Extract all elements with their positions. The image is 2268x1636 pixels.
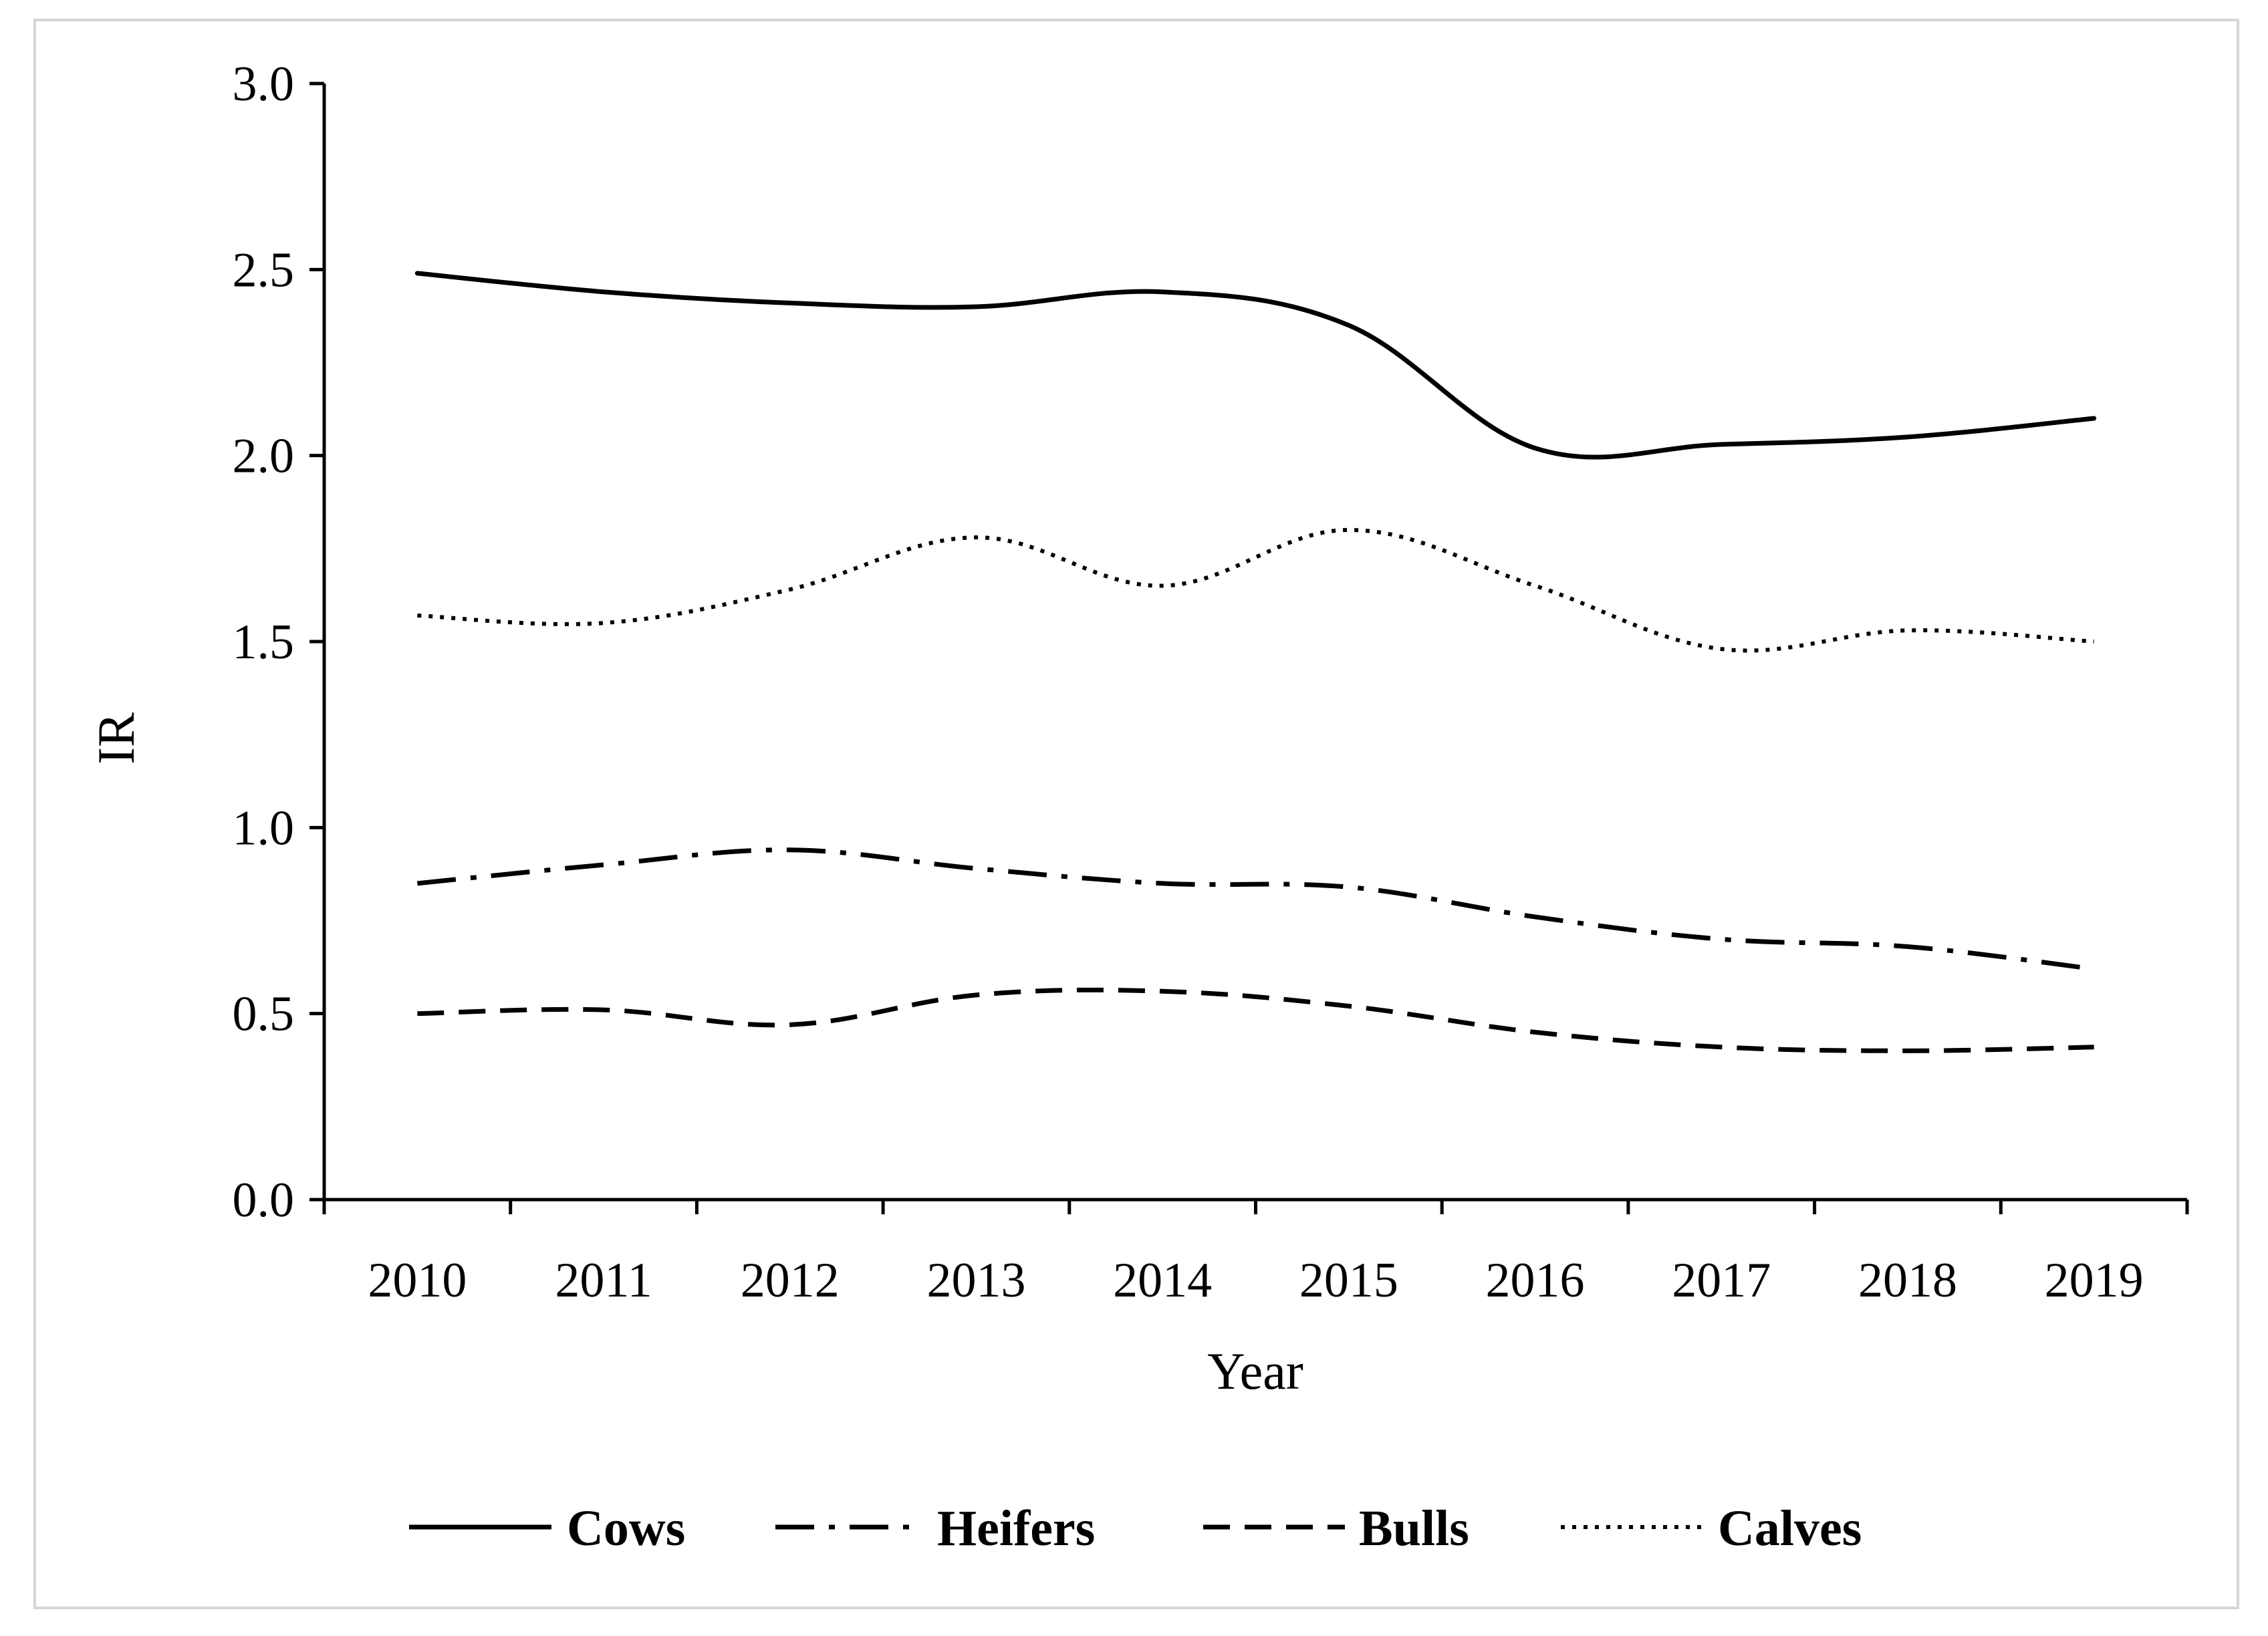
y-tick-label: 2.5 xyxy=(233,243,295,297)
legend-label-cows: Cows xyxy=(567,1500,685,1556)
series-line-cows xyxy=(414,271,2097,460)
y-tick-label: 2.0 xyxy=(233,429,295,484)
x-tick-label: 2016 xyxy=(1486,1253,1585,1308)
chart-frame xyxy=(33,19,2239,1609)
y-tick-label: 1.0 xyxy=(233,801,295,855)
plot-area: 0.00.51.01.52.02.53.0 2010 2011 2012 2013 20… xyxy=(233,57,2189,1308)
legend-label-calves: Calves xyxy=(1718,1500,1862,1556)
x-tick-label: 2013 xyxy=(926,1253,1025,1308)
y-axis-title: IR xyxy=(87,712,145,765)
series-lines xyxy=(414,271,2097,1053)
x-tick-label: 2010 xyxy=(368,1253,467,1308)
y-tick-label: 1.5 xyxy=(233,615,295,670)
x-tick-label: 2019 xyxy=(2045,1253,2144,1308)
y-tick-label: 0.0 xyxy=(233,1173,295,1228)
x-tick-label: 2017 xyxy=(1672,1253,1771,1308)
x-ticks: 2010 2011 2012 2013 2014 2015 2016 2017 2018 2019 xyxy=(322,1200,2189,1308)
x-tick-label: 2015 xyxy=(1299,1253,1398,1308)
series-line-calves xyxy=(417,528,2094,653)
series-line-heifers xyxy=(417,847,2095,972)
y-tick-label: 3.0 xyxy=(233,57,295,112)
y-ticks: 0.0 0.5 1.0 1.5 2.0 2.5 3.0 xyxy=(233,57,324,1228)
series-line-bulls xyxy=(417,987,2094,1053)
legend-label-heifers: Heifers xyxy=(937,1500,1095,1556)
x-tick-label: 2018 xyxy=(1858,1253,1957,1308)
x-axis-title: Year xyxy=(1207,1342,1303,1400)
legend: Cows Heifers Bulls Calves xyxy=(409,1500,1862,1556)
legend-label-bulls: Bulls xyxy=(1359,1500,1469,1556)
x-tick-label: 2011 xyxy=(555,1253,652,1308)
x-tick-label: 2012 xyxy=(741,1253,840,1308)
x-tick-label: 2014 xyxy=(1113,1253,1212,1308)
y-tick-label: 0.5 xyxy=(233,987,295,1042)
